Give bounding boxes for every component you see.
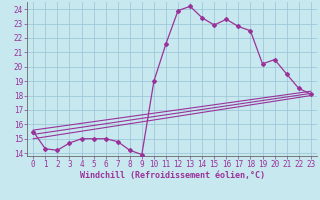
X-axis label: Windchill (Refroidissement éolien,°C): Windchill (Refroidissement éolien,°C) (79, 171, 265, 180)
